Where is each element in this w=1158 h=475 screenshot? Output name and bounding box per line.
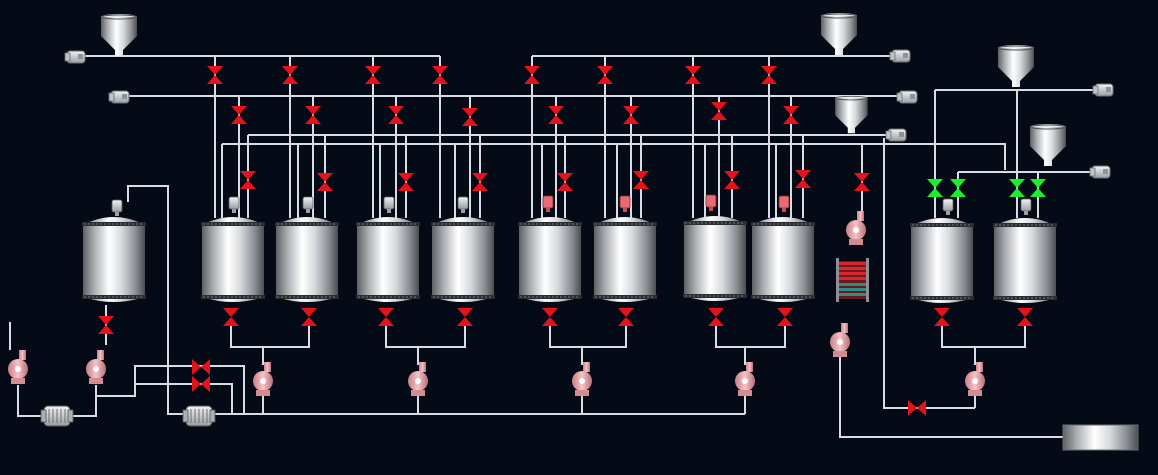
pump-icon	[8, 350, 28, 384]
hopper-icon	[834, 94, 869, 134]
valve-icon	[457, 308, 473, 326]
tank-icon	[355, 216, 421, 303]
valve-icon	[192, 359, 210, 375]
valve-icon	[223, 308, 239, 326]
tank-icon	[430, 216, 496, 303]
tank-icon	[992, 217, 1058, 304]
feeder-icon	[1092, 83, 1114, 97]
agitators	[111, 194, 1032, 217]
mixer-icon	[942, 198, 954, 216]
tank-icon	[682, 215, 748, 302]
tanks	[81, 215, 1058, 304]
tank-icon	[200, 216, 266, 303]
valve-icon	[378, 308, 394, 326]
valve-icon	[1017, 308, 1033, 326]
header-pipe-1b-drops	[531, 56, 770, 218]
valve-icon	[542, 308, 558, 326]
hopper-icon	[820, 12, 858, 56]
mixer-icon	[302, 196, 314, 214]
mixer-icon	[457, 196, 469, 214]
hopper-icon	[997, 44, 1035, 88]
header-pipe-2-drops	[238, 96, 792, 218]
tank-icon	[274, 216, 340, 303]
valve-icon	[908, 400, 926, 416]
mixer-icon	[542, 195, 554, 213]
left-feed-pipe	[127, 185, 185, 415]
pump-icon	[735, 362, 755, 396]
mixer-icon	[705, 194, 717, 212]
valve-icon	[192, 376, 210, 392]
valve-icon	[708, 308, 724, 326]
pump-icon	[965, 362, 985, 396]
feeder-icon	[896, 90, 918, 104]
mixer-icon	[778, 195, 790, 213]
pump-icon	[846, 211, 866, 245]
mixer-icon	[383, 196, 395, 214]
feeder-icon	[889, 49, 911, 63]
tank-icon	[81, 216, 147, 303]
valve-icon	[777, 308, 793, 326]
recycle-pipe	[883, 138, 975, 409]
valves-open	[927, 179, 1046, 197]
pumps	[8, 211, 985, 396]
pump-icon	[253, 362, 273, 396]
tank-icon	[517, 216, 583, 303]
feeder-icon	[1089, 165, 1111, 179]
output-tank-icon	[1062, 424, 1139, 451]
motor-icon	[182, 405, 216, 427]
pump-icon	[572, 362, 592, 396]
motor-icon	[40, 405, 74, 427]
header-pipe-4-drops	[221, 144, 777, 218]
product-pipe	[839, 350, 1065, 438]
filter-icon	[836, 258, 869, 302]
hopper-icon	[100, 13, 138, 57]
header-pipe-4	[222, 143, 1006, 170]
hopper-icon	[1029, 123, 1067, 167]
pump-icon	[408, 362, 428, 396]
valve-icon	[618, 308, 634, 326]
feeder-icon	[885, 128, 907, 142]
valve-icon	[934, 308, 950, 326]
tank-icon	[750, 216, 816, 303]
feeder-icon	[108, 90, 130, 104]
tank-icon	[592, 216, 658, 303]
mixer-icon	[111, 199, 123, 217]
mixer-icon	[619, 195, 631, 213]
header-pipe-1-drops	[214, 56, 441, 218]
pump-icon	[830, 323, 850, 357]
feeder-icon	[64, 50, 86, 64]
motors	[40, 405, 216, 427]
mixer-icon	[228, 196, 240, 214]
pump-icon	[86, 350, 106, 384]
mixer-icon	[1020, 198, 1032, 216]
tank-icon	[909, 217, 975, 304]
valve-icon	[301, 308, 317, 326]
